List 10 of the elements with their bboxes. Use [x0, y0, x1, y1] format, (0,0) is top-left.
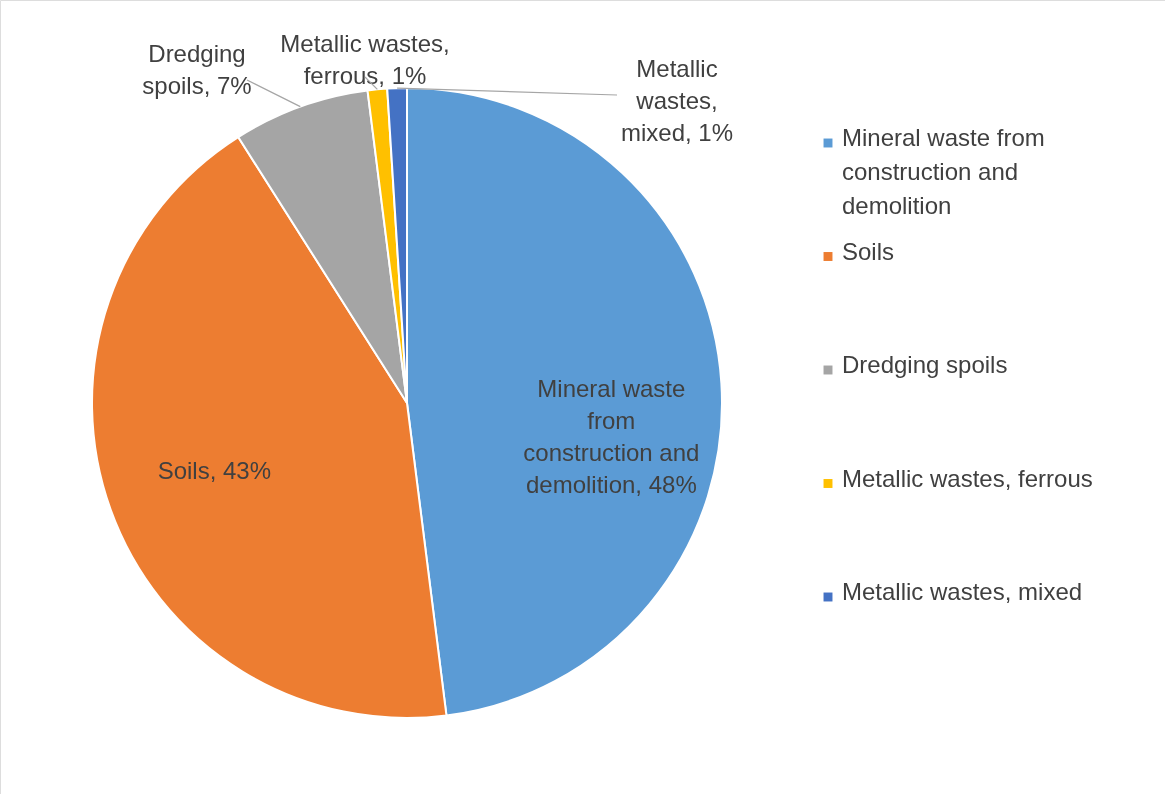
legend-label: Metallic wastes, ferrous — [842, 464, 1093, 492]
legend-label: Dredging spoils — [842, 351, 1008, 378]
data-label: Soils, 43% — [157, 457, 272, 485]
legend-label: Metallic wastes, mixed — [842, 578, 1083, 605]
legend-label: Soils — [842, 237, 895, 265]
data-label: Mineral waste from construction and demolition, 48% — [523, 375, 700, 499]
data-label: Dredging spoils, 7% — [142, 40, 252, 99]
data-label: Metallic wastes, mixed, 1% — [620, 55, 734, 146]
legend-label: Mineral waste from construction and demolition — [842, 124, 1045, 219]
data-label: Metallic wastes, ferrous, 1% — [280, 30, 450, 89]
